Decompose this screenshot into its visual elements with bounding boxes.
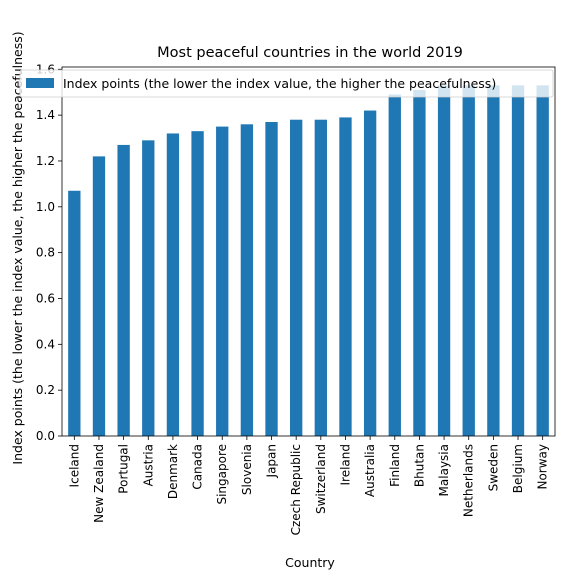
x-tick-label: Norway	[536, 444, 550, 490]
y-tick-label: 1.0	[36, 200, 55, 214]
y-tick-label: 0.2	[36, 383, 55, 397]
x-tick-label: Slovenia	[240, 444, 254, 495]
bar	[536, 85, 549, 437]
legend: Index points (the lower the index value,…	[19, 69, 554, 98]
x-tick-label: Singapore	[215, 444, 229, 505]
x-tick-label: Japan	[265, 444, 279, 478]
bar	[487, 85, 500, 437]
y-tick-label: 1.4	[36, 108, 55, 122]
x-tick-label: Denmark	[166, 444, 180, 499]
bar	[142, 140, 155, 436]
x-tick-label: Australia	[363, 444, 377, 497]
bar	[166, 133, 180, 437]
bar	[290, 119, 303, 436]
x-axis-label: Country	[285, 555, 335, 570]
legend-box	[19, 69, 554, 98]
bar	[388, 94, 401, 436]
bar	[511, 85, 525, 437]
plot-frame	[61, 66, 556, 437]
chart-title: Most peaceful countries in the world 201…	[157, 45, 463, 61]
x-tick-label: Malaysia	[437, 444, 451, 496]
x-tick-label: Netherlands	[462, 444, 476, 517]
bar	[191, 131, 204, 436]
bar	[117, 144, 130, 436]
x-tick-label: Finland	[388, 444, 402, 487]
legend-entry-label: Index points (the lower the index value,…	[63, 76, 496, 91]
y-axis-label: Index points (the lower the index value,…	[10, 31, 25, 464]
x-tick-label: Ireland	[338, 444, 352, 486]
x-tick-label: New Zealand	[92, 444, 106, 523]
y-tick-label: 0.6	[36, 291, 55, 305]
x-tick-label: Czech Republic	[289, 444, 303, 535]
bar	[437, 85, 451, 437]
bars-group	[68, 85, 549, 437]
bar	[462, 85, 475, 437]
bar	[339, 117, 352, 436]
x-tick-label: Portugal	[117, 444, 131, 494]
bar	[240, 124, 254, 437]
x-tick-label: Sweden	[486, 444, 500, 491]
bar	[92, 156, 106, 437]
y-tick-label: 0.4	[36, 337, 55, 351]
x-tick-label: Iceland	[67, 444, 81, 487]
x-tick-label: Canada	[191, 444, 205, 490]
bar	[216, 126, 229, 437]
bar	[314, 119, 327, 436]
legend-swatch	[26, 78, 54, 88]
y-tick-label: 1.2	[36, 154, 55, 168]
x-tick-label: Austria	[141, 444, 155, 486]
bar	[68, 190, 81, 436]
bar	[413, 89, 426, 437]
x-tick-label: Belgium	[511, 444, 525, 493]
x-tick-label: Bhutan	[412, 444, 426, 487]
y-axis: 0.00.20.40.60.81.01.21.41.6	[36, 62, 62, 443]
y-tick-label: 0.8	[36, 246, 55, 260]
x-axis: Iceland New Zealand Portugal Austria Denmark…	[67, 436, 550, 535]
y-tick-label: 0.0	[36, 429, 55, 443]
x-tick-label: Switzerland	[314, 444, 328, 514]
bar	[265, 122, 278, 436]
bar	[363, 110, 377, 437]
